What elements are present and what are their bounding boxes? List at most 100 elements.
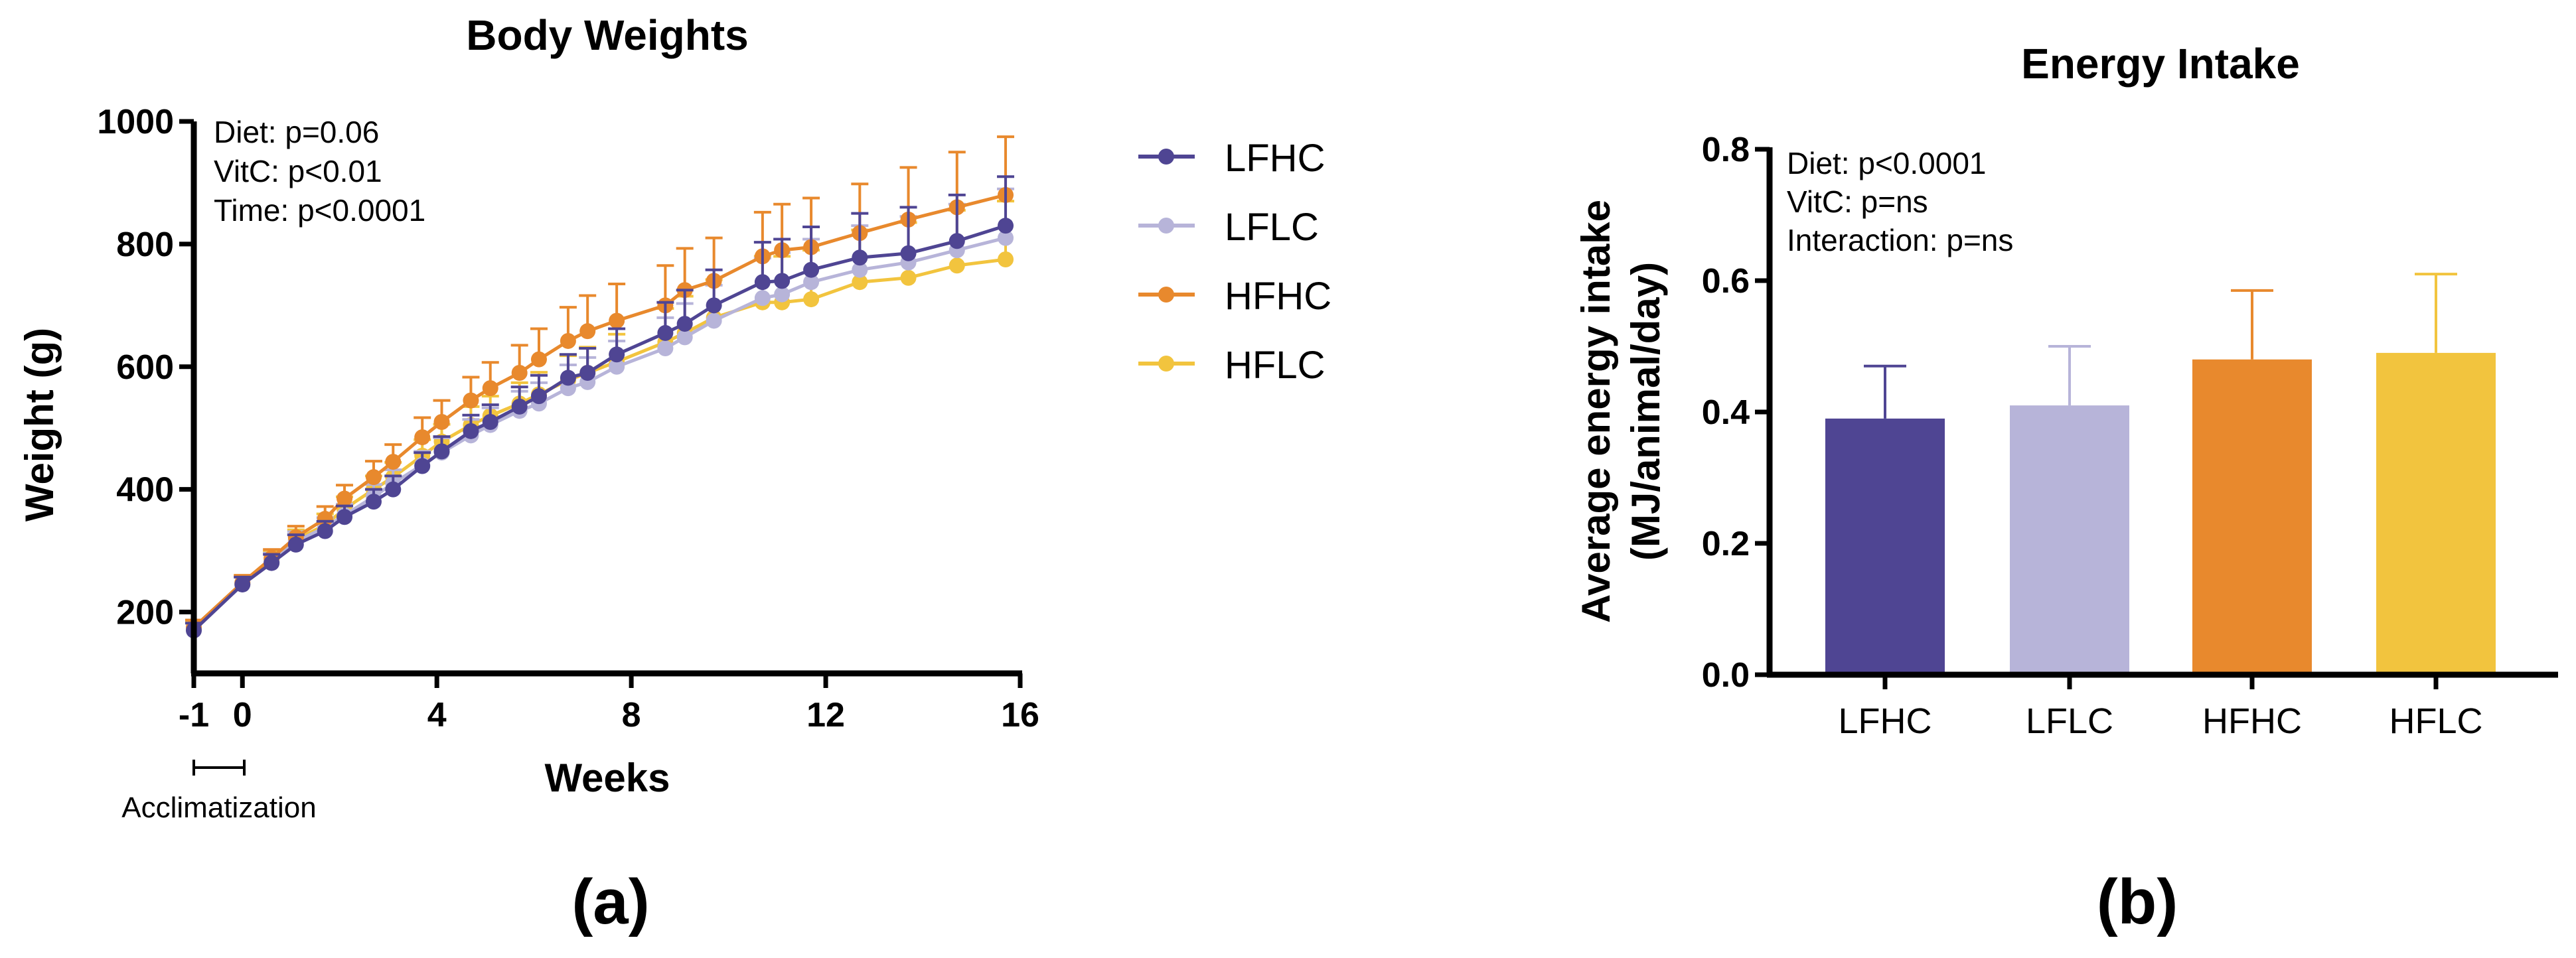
data-point (560, 332, 576, 349)
legend-label: LFHC (1225, 137, 1325, 180)
legend-label: LFLC (1225, 206, 1319, 249)
data-point (385, 481, 402, 498)
data-point (803, 261, 820, 278)
x-axis-title: Weeks (544, 756, 670, 800)
x-tick-label: 12 (806, 696, 845, 734)
data-point (609, 312, 625, 329)
data-point (511, 398, 528, 415)
y-tick-label: 0.6 (1702, 262, 1750, 301)
annotation-vitc: VitC: p=ns (1787, 184, 1928, 219)
y-tick-label: 400 (116, 471, 174, 510)
y-axis-title-units: (MJ/animal/day) (1624, 262, 1668, 561)
series-line (192, 224, 1006, 632)
legend-marker (1158, 218, 1174, 234)
data-point (657, 340, 674, 357)
stats-annotations: Diet: p<0.0001 VitC: p=ns Interaction: p… (1787, 146, 2013, 257)
data-point (998, 230, 1014, 246)
bars-layer (1825, 273, 2496, 675)
data-point (385, 454, 402, 470)
data-point (433, 413, 450, 430)
data-point (706, 312, 722, 329)
data-point (287, 536, 304, 553)
body-weights-chart: Body Weights Diet: p=0.06 VitC: p<0.01 T… (17, 11, 1331, 937)
data-point (774, 273, 791, 289)
series-line (192, 257, 1006, 631)
data-point (852, 249, 868, 266)
data-point (337, 490, 353, 507)
x-categories: LFHC LFLC HFHC HFLC (1838, 675, 2483, 741)
data-point (365, 494, 382, 510)
acclimatization-bracket (192, 760, 246, 776)
data-point (706, 297, 722, 314)
legend: LFHC LFLC HFHC HFLC (1138, 137, 1331, 387)
data-point (948, 257, 965, 274)
annotation-vitc: VitC: p<0.01 (214, 154, 382, 188)
legend-marker (1158, 356, 1174, 372)
bar-group-lfhc (1825, 364, 1945, 675)
y-tick-label: 800 (116, 226, 174, 264)
category-label: HFLC (2389, 701, 2482, 741)
y-tick-label: 600 (116, 348, 174, 387)
series-line (192, 236, 1006, 629)
category-label: HFHC (2202, 701, 2302, 741)
legend-item-hfhc: HFHC (1138, 275, 1331, 318)
data-point (530, 351, 547, 368)
legend-label: HFHC (1225, 275, 1331, 318)
data-point (998, 251, 1014, 267)
series-lfhc (185, 175, 1015, 639)
data-point (414, 429, 431, 446)
data-point (579, 323, 596, 340)
bar-group-hflc (2376, 273, 2496, 675)
x-tick-label: 16 (1001, 696, 1039, 734)
panel-label-b: (b) (2097, 866, 2178, 937)
x-tick-label: 0 (233, 696, 252, 734)
data-point (803, 291, 820, 308)
data-point (317, 511, 333, 527)
legend-item-hflc: HFLC (1138, 344, 1325, 387)
panel-label-a: (a) (571, 866, 649, 937)
x-tick-label: -1 (179, 696, 209, 734)
y-tick-label: 1000 (97, 103, 174, 141)
bar-lflc (2010, 405, 2129, 675)
data-point (754, 274, 771, 291)
data-point (948, 233, 965, 249)
annotation-diet: Diet: p<0.0001 (1787, 146, 1987, 180)
data-point (774, 286, 791, 303)
acclimatization-label: Acclimatization (121, 791, 316, 824)
legend-item-lflc: LFLC (1138, 206, 1319, 249)
series-hfhc (185, 135, 1015, 636)
legend-marker (1158, 149, 1174, 165)
stats-annotations: Diet: p=0.06 VitC: p<0.01 Time: p<0.0001 (214, 115, 425, 228)
bar-hfhc (2192, 359, 2312, 675)
data-point (511, 365, 528, 381)
data-point (365, 469, 382, 486)
data-point (609, 346, 625, 363)
data-point (433, 443, 450, 460)
data-point (337, 509, 353, 525)
y-ticks: 200 400 600 800 1000 (97, 103, 194, 632)
x-tick-label: 8 (622, 696, 641, 734)
data-point (676, 316, 693, 332)
data-point (900, 269, 917, 286)
data-point (482, 380, 498, 397)
y-axis-title: Weight (g) (17, 328, 62, 521)
data-point (530, 388, 547, 405)
bar-group-lflc (2010, 345, 2129, 675)
y-tick-label: 0.8 (1702, 131, 1750, 169)
x-tick-label: 4 (427, 696, 447, 734)
legend-marker (1158, 287, 1174, 303)
y-axis-title: Average energy intake (1574, 200, 1618, 623)
x-ticks: -1 0 4 8 12 16 (179, 673, 1039, 734)
bar-lfhc (1825, 418, 1945, 675)
data-point (414, 458, 431, 474)
bar-hflc (2376, 352, 2496, 675)
chart-title: Energy Intake (2021, 40, 2300, 88)
annotation-diet: Diet: p=0.06 (214, 115, 379, 149)
data-point (560, 370, 576, 386)
data-point (579, 365, 596, 381)
energy-intake-chart: Energy Intake Diet: p<0.0001 VitC: p=ns … (1574, 40, 2558, 937)
category-label: LFLC (2026, 701, 2113, 741)
annotation-interaction: Interaction: p=ns (1787, 223, 2013, 257)
y-tick-label: 0.4 (1702, 393, 1750, 432)
